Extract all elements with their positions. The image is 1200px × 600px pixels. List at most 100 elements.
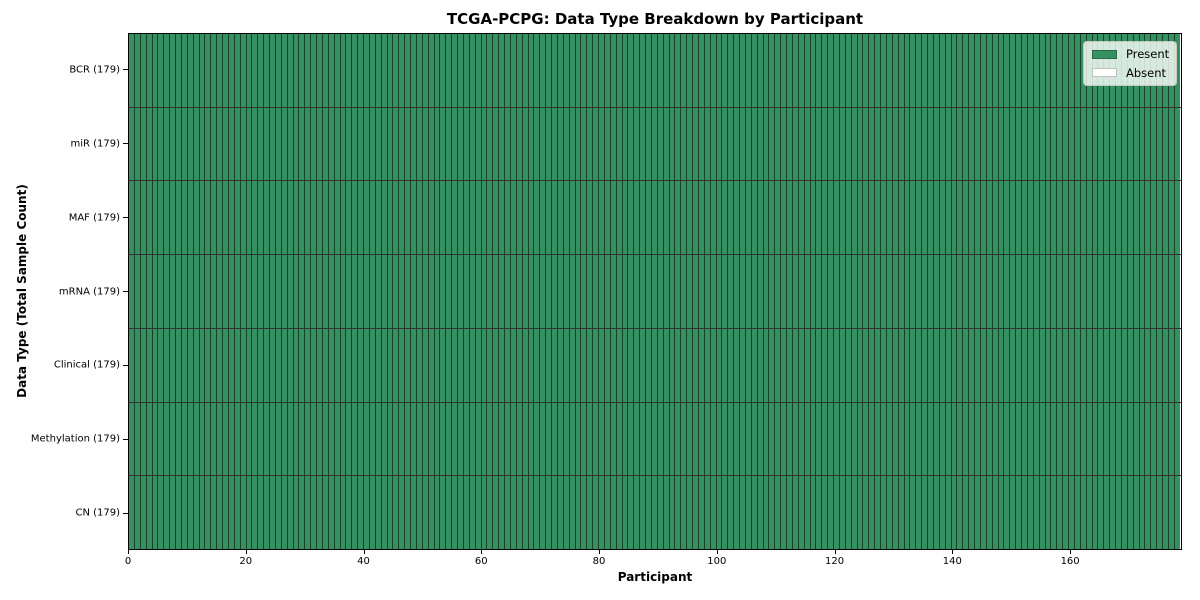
heatmap-cell — [516, 476, 523, 550]
heatmap-cell — [275, 402, 282, 476]
heatmap-cell — [681, 402, 688, 476]
heatmap-cell — [252, 328, 259, 402]
heatmap-cell — [287, 181, 294, 255]
heatmap-cell — [804, 34, 811, 107]
heatmap-cell — [839, 402, 846, 476]
heatmap-cell — [281, 181, 288, 255]
heatmap-cell — [369, 328, 376, 402]
heatmap-cell — [499, 181, 505, 255]
heatmap-cell — [293, 402, 300, 476]
heatmap-cell — [469, 328, 476, 402]
heatmap-cell — [1092, 181, 1099, 255]
heatmap-cell — [599, 402, 605, 476]
heatmap-cell — [246, 255, 253, 328]
heatmap-cell — [822, 181, 829, 255]
heatmap-cell — [493, 255, 500, 328]
heatmap-cell — [710, 255, 717, 328]
heatmap-cell — [980, 107, 987, 181]
heatmap-cell — [146, 107, 153, 181]
heatmap-cell — [810, 255, 817, 328]
heatmap-cell — [622, 255, 629, 328]
heatmap-cell — [534, 181, 541, 255]
heatmap-cell — [528, 34, 535, 107]
heatmap-cell — [839, 476, 846, 550]
heatmap-cell — [487, 476, 494, 550]
heatmap-cell — [1168, 181, 1175, 255]
heatmap-cell — [522, 107, 529, 181]
heatmap-cell — [1010, 255, 1017, 328]
heatmap-cell — [481, 181, 488, 255]
heatmap-cell — [1145, 402, 1152, 476]
heatmap-cell — [839, 328, 846, 402]
heatmap-cell — [834, 476, 840, 550]
heatmap-cell — [851, 402, 858, 476]
heatmap-cell — [505, 255, 511, 328]
heatmap-cell — [751, 328, 758, 402]
heatmap-cell — [516, 107, 523, 181]
heatmap-cell — [1157, 328, 1163, 402]
heatmap-cell — [951, 181, 958, 255]
heatmap-cell — [857, 107, 864, 181]
heatmap-cell — [1039, 476, 1046, 550]
heatmap-cell — [428, 34, 435, 107]
heatmap-cell — [980, 34, 987, 107]
heatmap-row — [129, 107, 1181, 182]
heatmap-cell — [963, 328, 970, 402]
heatmap-cell — [281, 255, 288, 328]
heatmap-cell — [534, 107, 541, 181]
heatmap-cell — [886, 107, 893, 181]
heatmap-cell — [281, 328, 288, 402]
heatmap-cell — [616, 34, 623, 107]
y-tick-label: BCR (179) — [69, 64, 120, 76]
heatmap-cell — [440, 34, 447, 107]
heatmap-cell — [1033, 255, 1040, 328]
heatmap-cell — [1133, 255, 1140, 328]
heatmap-cell — [1045, 255, 1052, 328]
heatmap-cell — [146, 328, 153, 402]
heatmap-cell — [510, 181, 517, 255]
heatmap-cell — [311, 107, 317, 181]
heatmap-cell — [569, 181, 576, 255]
heatmap-cell — [910, 34, 917, 107]
heatmap-cell — [140, 255, 147, 328]
heatmap-cell — [740, 34, 746, 107]
heatmap-cell — [270, 328, 276, 402]
heatmap-cell — [422, 34, 429, 107]
heatmap-cell — [1004, 107, 1011, 181]
heatmap-cell — [616, 402, 623, 476]
heatmap-cell — [916, 181, 923, 255]
heatmap-cell — [998, 181, 1005, 255]
heatmap-cell — [675, 34, 682, 107]
heatmap-cell — [1110, 107, 1116, 181]
heatmap-cell — [187, 181, 194, 255]
heatmap-cell — [505, 34, 511, 107]
heatmap-cell — [792, 476, 799, 550]
heatmap-cell — [663, 34, 670, 107]
heatmap-cell — [822, 328, 829, 402]
heatmap-cell — [481, 328, 488, 402]
heatmap-cell — [469, 181, 476, 255]
heatmap-cell — [557, 328, 564, 402]
heatmap-cell — [199, 255, 206, 328]
heatmap-cell — [681, 476, 688, 550]
heatmap-cell — [534, 402, 541, 476]
heatmap-cell — [663, 255, 670, 328]
heatmap-cell — [1033, 328, 1040, 402]
heatmap-cell — [1033, 181, 1040, 255]
heatmap-cell — [434, 107, 441, 181]
heatmap-cell — [839, 107, 846, 181]
heatmap-cell — [951, 402, 958, 476]
heatmap-cell — [775, 107, 782, 181]
heatmap-cell — [1121, 107, 1128, 181]
heatmap-cell — [557, 181, 564, 255]
heatmap-cell — [951, 255, 958, 328]
heatmap-cell — [375, 255, 382, 328]
heatmap-cell — [1127, 328, 1134, 402]
heatmap-cell — [716, 328, 723, 402]
heatmap-cell — [804, 181, 811, 255]
heatmap-cell — [305, 107, 312, 181]
heatmap-cell — [299, 181, 306, 255]
heatmap-cell — [1051, 34, 1058, 107]
heatmap-cell — [487, 181, 494, 255]
heatmap-cell — [146, 402, 153, 476]
